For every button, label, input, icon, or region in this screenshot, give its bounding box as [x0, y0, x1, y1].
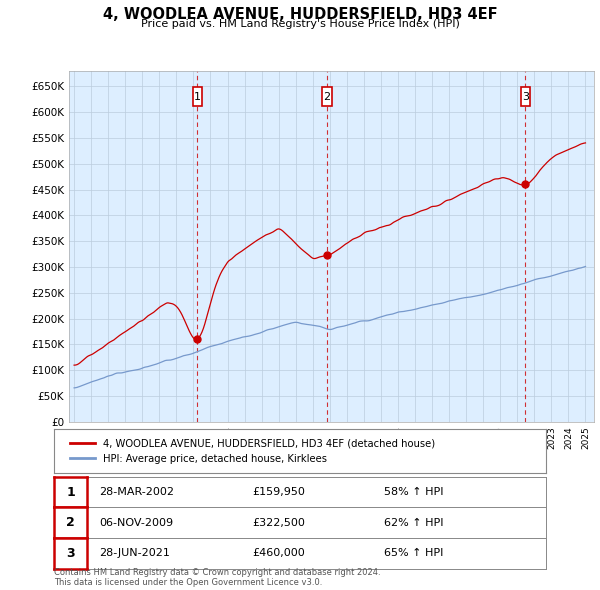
- Text: £159,950: £159,950: [252, 487, 305, 497]
- Text: 2: 2: [323, 91, 331, 101]
- Text: Contains HM Land Registry data © Crown copyright and database right 2024.
This d: Contains HM Land Registry data © Crown c…: [54, 568, 380, 587]
- Text: 1: 1: [194, 91, 201, 101]
- Text: Price paid vs. HM Land Registry's House Price Index (HPI): Price paid vs. HM Land Registry's House …: [140, 19, 460, 29]
- Text: 3: 3: [66, 547, 75, 560]
- Text: 28-JUN-2021: 28-JUN-2021: [99, 549, 170, 558]
- Text: 1: 1: [66, 486, 75, 499]
- Text: 2: 2: [66, 516, 75, 529]
- Text: 62% ↑ HPI: 62% ↑ HPI: [384, 518, 443, 527]
- Text: £460,000: £460,000: [252, 549, 305, 558]
- Text: 3: 3: [522, 91, 529, 101]
- Text: £322,500: £322,500: [252, 518, 305, 527]
- Legend: 4, WOODLEA AVENUE, HUDDERSFIELD, HD3 4EF (detached house), HPI: Average price, d: 4, WOODLEA AVENUE, HUDDERSFIELD, HD3 4EF…: [64, 432, 441, 470]
- FancyBboxPatch shape: [193, 87, 202, 106]
- Text: 4, WOODLEA AVENUE, HUDDERSFIELD, HD3 4EF: 4, WOODLEA AVENUE, HUDDERSFIELD, HD3 4EF: [103, 7, 497, 22]
- Text: 65% ↑ HPI: 65% ↑ HPI: [384, 549, 443, 558]
- FancyBboxPatch shape: [322, 87, 332, 106]
- FancyBboxPatch shape: [521, 87, 530, 106]
- Text: 28-MAR-2002: 28-MAR-2002: [99, 487, 174, 497]
- Text: 06-NOV-2009: 06-NOV-2009: [99, 518, 173, 527]
- Text: 58% ↑ HPI: 58% ↑ HPI: [384, 487, 443, 497]
